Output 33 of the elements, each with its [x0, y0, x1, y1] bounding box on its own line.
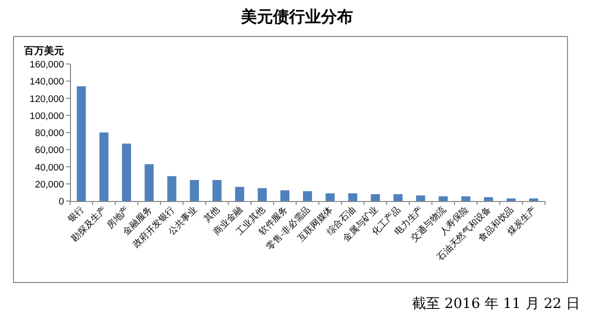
bar	[348, 193, 358, 201]
bar	[393, 194, 402, 201]
bar	[167, 176, 176, 201]
y-tick-label: 120,000	[30, 94, 64, 105]
y-tick-label: 40,000	[34, 162, 64, 174]
bar	[416, 195, 426, 201]
bar	[438, 196, 448, 201]
bar	[370, 194, 380, 201]
y-tick-label: 100,000	[30, 110, 64, 122]
bar	[461, 196, 470, 201]
bar	[144, 164, 154, 201]
bar	[99, 132, 108, 201]
bar	[280, 190, 290, 201]
bar	[506, 198, 516, 201]
y-tick-label: 80,000	[34, 128, 64, 139]
y-tick-label: 0	[58, 196, 64, 208]
bar	[76, 86, 86, 201]
y-axis-title: 百万美元	[23, 45, 64, 57]
text: 截至 2016 年 11 月 22 日	[412, 296, 580, 312]
bar	[484, 197, 493, 201]
y-tick-label: 140,000	[30, 76, 64, 88]
y-tick-label: 20,000	[34, 179, 64, 190]
bar	[212, 180, 222, 201]
chart-title: 美元债行业分布	[240, 7, 353, 26]
bar	[122, 144, 132, 201]
y-tick-label: 160,000	[30, 60, 64, 70]
bar	[529, 198, 538, 201]
bar	[326, 193, 335, 201]
bar	[258, 188, 267, 201]
bar	[235, 186, 244, 201]
bar	[302, 191, 312, 201]
bar	[190, 180, 199, 201]
y-tick-label: 60,000	[34, 145, 64, 156]
